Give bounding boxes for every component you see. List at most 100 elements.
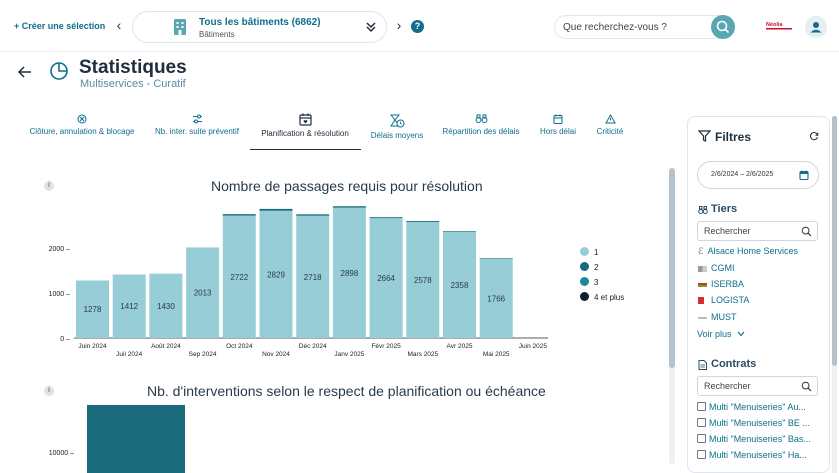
contract-item[interactable]: Multi "Menuiseries" Bas... [697, 434, 811, 444]
contract-item[interactable]: Multi "Menuiseries" Ha... [697, 450, 807, 460]
bar-segment [406, 221, 440, 222]
building-selector[interactable]: Tous les bâtiments (6862) Bâtiments [132, 11, 387, 43]
legend-swatch [580, 277, 589, 286]
tab-repartition[interactable]: Répartition des délais [440, 114, 522, 136]
contract-item[interactable]: Multi "Menuiseries" Au... [697, 402, 806, 412]
bar-segment [222, 214, 256, 216]
tab-delais-moyens[interactable]: Délais moyens [368, 114, 426, 140]
calendar-heart-icon [298, 113, 312, 126]
tier-item[interactable]: CGMI [698, 263, 735, 273]
warning-icon [604, 114, 616, 124]
tab-inter-preventif[interactable]: Nb. inter. suite préventif [152, 114, 242, 136]
page-title: Statistiques [79, 57, 187, 78]
chart-title: Nb. d'interventions selon le respect de … [147, 383, 546, 399]
tier-logo-icon [698, 282, 707, 287]
contract-item[interactable]: Multi "Menuiseries" BE ... [697, 418, 810, 428]
y-tick-label: 10000 – [49, 450, 74, 457]
tiers-section-title: Tiers [711, 203, 738, 215]
previous-arrow-icon[interactable]: ‹ [116, 17, 122, 33]
bar-segment [296, 214, 330, 216]
bar-segment [443, 231, 476, 338]
tab-cloture[interactable]: Clôture, annulation & blocage [28, 114, 136, 136]
contrats-search-input[interactable]: Rechercher [697, 376, 818, 396]
user-avatar[interactable] [805, 16, 827, 38]
legend-label: 4 et plus [594, 293, 625, 302]
legend-label: 1 [594, 248, 599, 257]
bar-value-label: 2664 [377, 274, 395, 283]
interventions-bar-chart: 14000 10000 – [49, 405, 185, 473]
create-selection-link[interactable]: + Créer une sélection [14, 21, 106, 31]
bar-value-label: 1278 [84, 305, 102, 314]
tier-label: ISERBA [711, 279, 745, 289]
voir-plus-link[interactable]: Voir plus [697, 329, 745, 339]
tier-item[interactable]: MUST [698, 312, 737, 322]
bar-value-label: 2829 [267, 270, 285, 279]
x-tick-label: Avr 2025 [447, 343, 473, 350]
contrats-search-placeholder: Rechercher [704, 381, 751, 391]
back-arrow-icon[interactable] [17, 64, 33, 80]
bar-value-label: 1430 [157, 302, 175, 311]
tab-planification[interactable]: Planification & résolution [256, 113, 354, 138]
search-button[interactable] [711, 15, 735, 39]
refresh-icon[interactable] [809, 131, 819, 141]
main-scrollbar-thumb[interactable] [669, 168, 675, 368]
tab-label: Nb. inter. suite préventif [154, 127, 240, 136]
tab-label: Planification & résolution [261, 129, 349, 138]
bar-segment [369, 217, 403, 219]
bar-value-label: 2358 [451, 281, 469, 290]
date-range-value: 2/6/2024 – 2/6/2025 [711, 171, 774, 178]
legend-swatch [580, 262, 589, 271]
contract-checkbox[interactable] [697, 450, 706, 459]
bar-value-label: 1412 [120, 302, 138, 311]
tiers-search-input[interactable]: Rechercher [697, 221, 818, 241]
tier-label: Alsace Home Services [707, 246, 798, 256]
contract-checkbox[interactable] [697, 434, 706, 443]
bar-segment [259, 210, 293, 338]
cancel-circle-icon [77, 114, 87, 124]
tier-logo-icon [698, 316, 707, 319]
tab-criticite[interactable]: Criticité [592, 114, 628, 136]
calendar-icon [553, 114, 563, 124]
bar-value-label: 14000 [125, 405, 148, 406]
legend-item: 4 et plus [580, 292, 624, 302]
bar-segment [112, 274, 146, 338]
tier-label: CGMI [711, 263, 735, 273]
filters-scrollbar-thumb[interactable] [832, 116, 837, 366]
tier-item[interactable]: ISERBA [698, 279, 744, 289]
contract-label: Multi "Menuiseries" BE ... [709, 418, 810, 428]
company-logo: Néolia [766, 22, 792, 30]
info-icon[interactable]: i [44, 386, 54, 396]
x-tick-label: Nov 2024 [262, 351, 290, 358]
global-search-input[interactable]: Que recherchez-vous ? [554, 15, 734, 39]
bar-segment [369, 218, 403, 338]
date-range-picker[interactable]: 2/6/2024 – 2/6/2025 [697, 161, 819, 189]
binoculars-icon [698, 206, 708, 214]
tier-item[interactable]: ℰ Alsace Home Services [698, 246, 798, 257]
contract-checkbox[interactable] [697, 402, 706, 411]
tab-label: Clôture, annulation & blocage [29, 127, 135, 136]
contrats-section-title: Contrats [711, 358, 757, 370]
tier-item[interactable]: LOGISTA [698, 295, 749, 305]
x-tick-label: Janv 2025 [334, 351, 364, 358]
chevron-double-down-icon[interactable] [365, 21, 377, 33]
tier-label: MUST [711, 312, 737, 322]
help-icon[interactable]: ? [411, 20, 424, 33]
info-icon[interactable]: i [44, 181, 54, 191]
bar-segment [479, 258, 513, 338]
bar-segment [259, 208, 293, 211]
tier-label: LOGISTA [711, 295, 750, 305]
document-icon [698, 360, 707, 370]
calendar-icon[interactable] [799, 170, 809, 180]
top-bar: + Créer une sélection ‹ Tous les bâtimen… [0, 0, 839, 52]
search-icon [801, 381, 812, 392]
next-arrow-icon[interactable]: › [396, 17, 402, 33]
legend-label: 2 [594, 263, 599, 272]
tab-label: Criticité [596, 127, 624, 136]
tier-logo-icon: ℰ [698, 246, 704, 257]
contract-checkbox[interactable] [697, 418, 706, 427]
bar-segment [443, 231, 476, 232]
building-icon [174, 19, 186, 35]
tab-hors-delai[interactable]: Hors délai [537, 114, 579, 136]
bar-segment [332, 207, 366, 338]
x-tick-label: Juil 2024 [116, 351, 142, 358]
